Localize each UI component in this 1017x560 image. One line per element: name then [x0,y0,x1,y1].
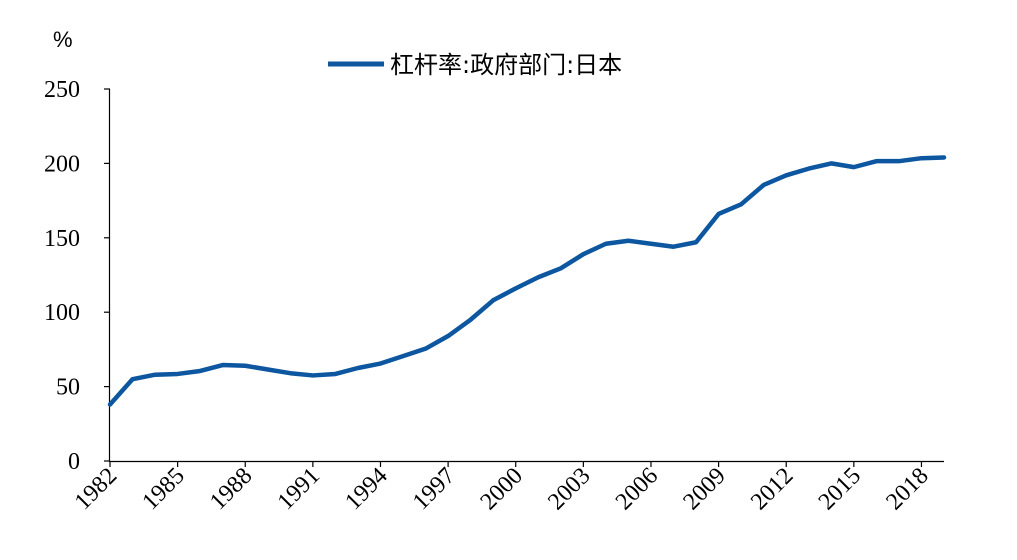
x-tick-label: 1994 [340,463,392,515]
y-axis-unit: % [53,27,73,52]
x-tick-label: 2000 [476,463,528,515]
series-group [107,155,947,407]
y-tick-label: 200 [44,151,80,177]
y-axis-ticks: 0 50 100 150 200 250 [44,77,110,475]
x-tick-label: 2018 [881,463,933,515]
y-tick-label: 150 [44,226,80,252]
legend: 杠杆率:政府部门:日本 [328,51,622,79]
series-line [107,155,947,407]
x-tick-label: 1991 [273,463,325,515]
x-tick-label: 2012 [746,463,798,515]
x-tick-label: 2006 [611,463,663,515]
y-tick-label: 0 [68,449,80,475]
x-tick-label: 2015 [814,463,866,515]
legend-label: 杠杆率:政府部门:日本 [390,51,622,79]
x-tick-label: 2003 [543,463,595,515]
x-axis-ticks: 1982 1985 1988 1991 1994 1997 2000 2003 2006 2009… [70,461,934,515]
x-tick-label: 1988 [205,463,257,515]
y-tick-label: 250 [44,77,80,103]
x-tick-label: 1997 [408,463,460,515]
y-tick-label: 100 [44,300,80,326]
y-tick-label: 50 [56,375,80,401]
x-tick-label: 1985 [138,463,190,515]
x-tick-label: 2009 [679,463,731,515]
